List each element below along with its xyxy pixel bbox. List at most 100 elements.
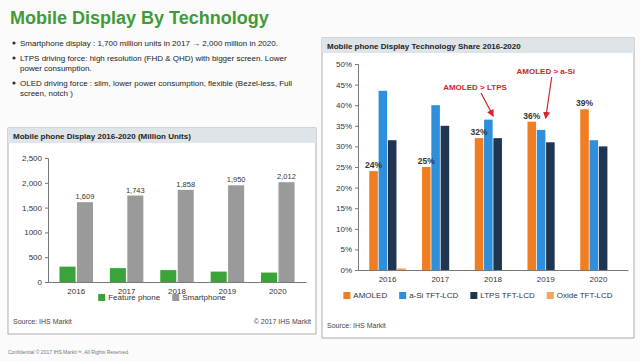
tick: 45% [336,81,358,90]
tick-mark [355,146,358,147]
tick-label: 0% [340,266,352,275]
tick: 35% [336,122,358,131]
tick-label: 2018 [484,275,502,284]
tick-label: 500 [29,253,43,262]
tick-mark [355,208,358,209]
tick-label: 25% [336,163,352,172]
text-line: OLED driving force : slim, lower power c… [20,79,292,88]
legend-item: Oxide TFT-LCD [547,291,613,300]
tick-label: 2020 [269,287,287,296]
data-label: 1,950 [227,175,246,184]
bar [441,126,450,270]
text-line: LTPS driving force: high resolution (FHD… [20,54,287,63]
tick-label: 40% [336,101,352,110]
annotation-arrow [481,93,493,116]
chart-title: Mobile phone Display Technology Share 20… [327,42,521,51]
legend-item: a-Si TFT-LCD [399,291,458,300]
tick-label: 0 [38,278,43,287]
tick-mark [355,126,358,127]
tick-label: 15% [336,204,352,213]
text-line: Smartphone display : 1,700 million units… [20,39,278,48]
legend-item: AMOLED [343,291,387,300]
legend: Feature phone Smartphone [98,293,226,302]
legend-swatch [172,294,179,301]
bar [422,167,431,270]
tick-label: 2,500 [22,154,43,163]
data-label: 25% [418,156,435,166]
data-label: 39% [576,98,593,108]
tick: 0 [38,278,48,287]
legend-label: a-Si TFT-LCD [409,291,458,300]
bar [608,270,617,271]
tick-mark [45,208,48,209]
bar [178,190,194,282]
tick: 2020 [590,270,608,284]
data-label: 32% [471,127,488,137]
tick: 2018 [484,270,502,284]
tick: 2020 [269,282,287,296]
legend-swatch [399,292,406,299]
y-axis: 0 500 1000 1,500 2,000 2,500 [22,154,49,287]
tick: 2,000 [22,179,48,188]
tick: 40% [336,101,358,110]
source: Source: IHS Markit [327,322,386,329]
tick: 2019 [537,270,555,284]
tick: 1,500 [22,204,48,213]
tick-label: 2016 [379,275,397,284]
tick: 10% [336,225,358,234]
bullet-text: OLED driving force : slim, lower power c… [20,79,292,98]
tick-label: 2,000 [22,179,43,188]
tick: 5% [340,245,358,254]
tick-label: 5% [340,245,352,254]
tick-label: 10% [336,225,352,234]
bars [369,91,607,270]
tick: 1000 [24,228,48,237]
bar [527,122,536,270]
legend-label: Feature phone [108,293,161,302]
legend-item: Smartphone [172,293,226,302]
legend-swatch [547,292,554,299]
tick-label: 1000 [24,228,42,237]
data-label: 1,858 [176,180,195,189]
chart: Mobile phone Display 2016-2020 (Million … [8,128,316,334]
tick: 50% [336,60,358,69]
chart-header [8,128,316,143]
data-label: 1,743 [126,186,145,195]
bar [555,270,564,271]
slide-title: Mobile Display By Technology [10,8,269,28]
bar [397,268,406,270]
tick-mark [355,105,358,106]
chart: Mobile phone Display Technology Share 20… [322,38,634,338]
axis-line [359,270,629,271]
tick: 30% [336,142,358,151]
chart-header [322,38,634,53]
bar [546,142,555,270]
annotation: AMOLED > LTPS [443,83,507,92]
footer: Confidential © 2017 IHS Markit™. All Rig… [8,349,130,355]
legend-swatch [470,292,477,299]
legend-swatch [343,292,350,299]
data-label: 36% [523,111,540,121]
axis-line [45,159,49,283]
bar [369,171,378,270]
data-labels: 1,6091,7431,8581,9502,012 [76,172,296,201]
annotation: AMOLED > a-Si [517,67,575,76]
legend-label: Oxide TFT-LCD [557,291,613,300]
tick: 25% [336,163,358,172]
legend-item: Feature phone [98,293,161,302]
background [0,0,640,361]
legend-label: AMOLED [353,291,387,300]
bar [599,146,608,270]
tick-label: 35% [336,122,352,131]
data-labels: 24%25%32%36%39% [365,98,593,170]
tick: 15% [336,204,358,213]
bullet-text: LTPS driving force: high resolution (FHD… [20,54,287,73]
bar [431,105,440,270]
tick: 2017 [431,270,449,284]
tick-label: 20% [336,184,352,193]
x-axis: 2016 2017 2018 2019 2020 [359,270,629,284]
tick-mark [355,167,358,168]
bar [537,130,546,270]
tick-mark [355,270,358,271]
bar [580,109,589,270]
